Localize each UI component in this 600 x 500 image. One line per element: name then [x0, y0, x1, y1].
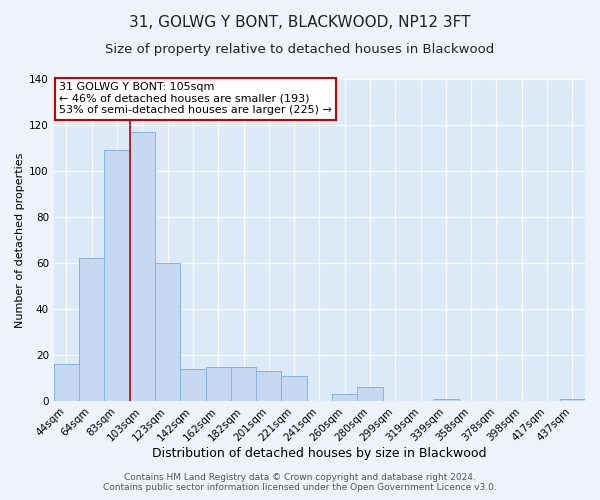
Text: Size of property relative to detached houses in Blackwood: Size of property relative to detached ho…: [106, 42, 494, 56]
Bar: [79, 258, 104, 401]
Text: Contains HM Land Registry data © Crown copyright and database right 2024.
Contai: Contains HM Land Registry data © Crown c…: [103, 473, 497, 492]
Bar: [358, 388, 383, 401]
Bar: [180, 369, 206, 401]
Text: 31 GOLWG Y BONT: 105sqm
← 46% of detached houses are smaller (193)
53% of semi-d: 31 GOLWG Y BONT: 105sqm ← 46% of detache…: [59, 82, 332, 116]
Bar: [206, 366, 231, 401]
Y-axis label: Number of detached properties: Number of detached properties: [15, 152, 25, 328]
X-axis label: Distribution of detached houses by size in Blackwood: Distribution of detached houses by size …: [152, 447, 487, 460]
Bar: [332, 394, 358, 401]
Bar: [54, 364, 79, 401]
Bar: [256, 371, 281, 401]
Bar: [130, 132, 155, 401]
Bar: [104, 150, 130, 401]
Bar: [433, 399, 458, 401]
Bar: [231, 366, 256, 401]
Bar: [155, 263, 180, 401]
Bar: [560, 399, 585, 401]
Bar: [281, 376, 307, 401]
Text: 31, GOLWG Y BONT, BLACKWOOD, NP12 3FT: 31, GOLWG Y BONT, BLACKWOOD, NP12 3FT: [129, 15, 471, 30]
